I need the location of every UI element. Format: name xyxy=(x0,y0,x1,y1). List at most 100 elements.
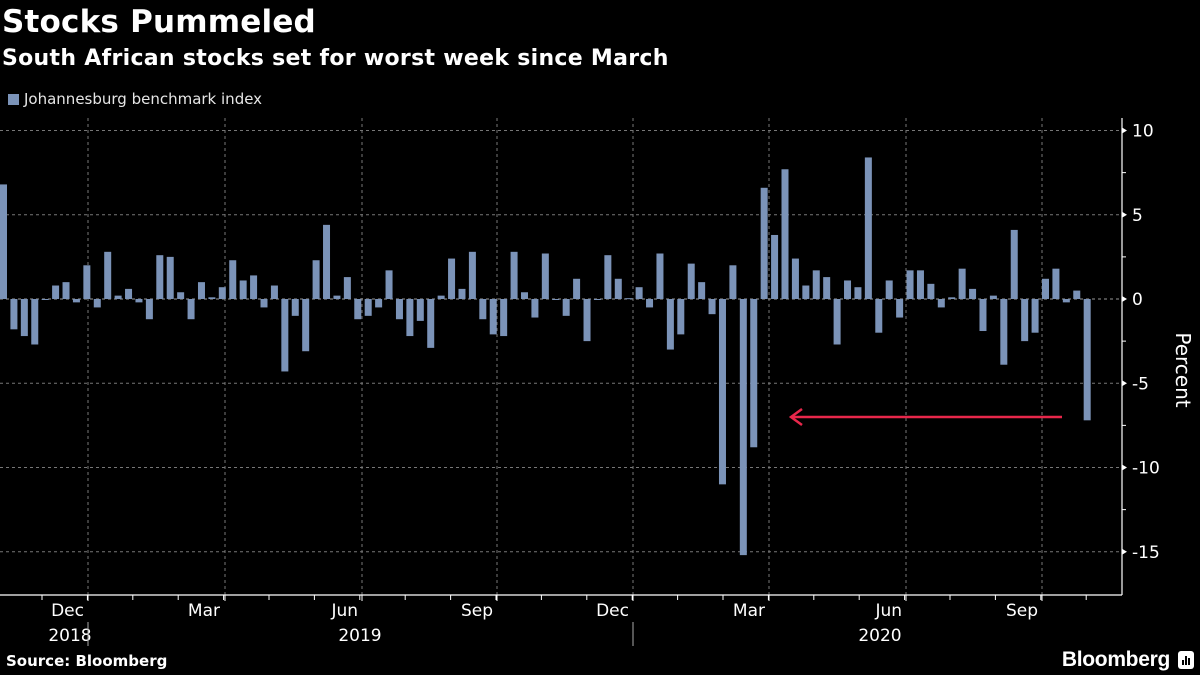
bar xyxy=(677,299,685,335)
bar xyxy=(479,299,487,320)
x-tick-label: Mar xyxy=(188,601,220,621)
y-tick-marker xyxy=(1122,127,1127,134)
bar xyxy=(229,260,237,299)
x-axis: Dec Mar Jun Sep Dec Mar Jun Sep 2018 2019 2020 xyxy=(0,594,1122,646)
bar xyxy=(177,292,185,299)
bar xyxy=(614,278,622,299)
grid-lines xyxy=(0,118,1122,595)
bars xyxy=(0,157,1091,556)
bar xyxy=(208,297,216,299)
x-year-label: 2018 xyxy=(48,626,91,646)
bar xyxy=(896,299,904,318)
bloomberg-logo: Bloomberg xyxy=(1061,648,1170,671)
y-tick-label: 10 xyxy=(1132,122,1154,142)
bar xyxy=(270,285,278,299)
bar xyxy=(979,299,987,332)
bar xyxy=(625,298,633,300)
bar xyxy=(93,299,101,308)
bar xyxy=(427,299,435,348)
bar xyxy=(1042,278,1049,299)
bar xyxy=(20,299,28,337)
bar xyxy=(604,255,612,299)
bar xyxy=(187,299,195,320)
bar xyxy=(250,275,258,299)
bar xyxy=(333,295,341,299)
bar xyxy=(1062,299,1070,303)
bar xyxy=(448,258,456,299)
bar xyxy=(791,258,799,299)
source-note: Source: Bloomberg xyxy=(6,652,168,670)
bar xyxy=(844,280,852,299)
y-tick-marker xyxy=(1122,211,1127,218)
bar xyxy=(395,299,403,320)
bar xyxy=(135,299,143,303)
y-tick-label: -10 xyxy=(1132,459,1160,479)
bar xyxy=(989,295,997,299)
legend: Johannesburg benchmark index xyxy=(8,90,262,108)
bar xyxy=(156,255,164,299)
bar xyxy=(958,268,966,299)
bar xyxy=(437,295,445,299)
bar xyxy=(729,265,737,299)
bar xyxy=(406,299,414,337)
bar xyxy=(1073,290,1081,299)
bloomberg-chart-icon xyxy=(1178,651,1194,669)
bar xyxy=(291,299,299,316)
bar xyxy=(83,265,91,299)
x-tick-label: Dec xyxy=(596,601,629,621)
y-tick-label: -15 xyxy=(1132,543,1160,563)
bar xyxy=(1052,268,1060,299)
bar xyxy=(771,234,779,299)
bar xyxy=(698,282,706,299)
bar xyxy=(1021,299,1029,342)
bar xyxy=(500,299,508,337)
bar xyxy=(62,282,70,299)
bar xyxy=(510,251,518,299)
bar xyxy=(885,280,893,299)
bar xyxy=(145,299,153,320)
x-tick-label: Sep xyxy=(1006,601,1038,621)
bar xyxy=(125,288,133,299)
legend-swatch xyxy=(8,93,19,105)
bar xyxy=(114,295,122,299)
y-tick-label: -5 xyxy=(1132,374,1149,394)
bar xyxy=(0,184,7,299)
bar xyxy=(812,270,820,299)
bar xyxy=(343,277,351,299)
bar xyxy=(802,285,810,299)
bar xyxy=(1031,299,1039,333)
bar xyxy=(354,299,362,320)
bar xyxy=(927,283,935,299)
x-year-label: 2019 xyxy=(338,626,381,646)
bar xyxy=(416,299,424,321)
bar xyxy=(708,299,716,315)
bar xyxy=(218,287,226,299)
y-tick-marker xyxy=(1122,380,1127,387)
bar xyxy=(948,297,956,299)
bar xyxy=(739,299,747,556)
y-axis-title: Percent xyxy=(1171,332,1195,407)
chart-subtitle: South African stocks set for worst week … xyxy=(2,46,669,71)
bar xyxy=(521,292,528,299)
bar xyxy=(458,288,466,299)
bar xyxy=(687,263,695,299)
x-year-label: 2020 xyxy=(858,626,901,646)
x-tick-label: Dec xyxy=(51,601,84,621)
y-tick-label: 0 xyxy=(1132,290,1143,310)
y-tick-marker xyxy=(1122,296,1127,302)
bar xyxy=(281,299,289,372)
bar xyxy=(666,299,674,350)
bar xyxy=(239,280,247,299)
bar xyxy=(385,270,393,299)
bar xyxy=(854,287,862,299)
bar xyxy=(750,299,758,448)
bar xyxy=(364,299,372,316)
bar xyxy=(833,299,841,345)
x-tick-label: Jun xyxy=(874,601,902,621)
bar xyxy=(656,253,664,299)
bar xyxy=(1000,299,1008,365)
bar xyxy=(937,299,945,308)
bar xyxy=(875,299,883,333)
bar xyxy=(593,299,601,300)
